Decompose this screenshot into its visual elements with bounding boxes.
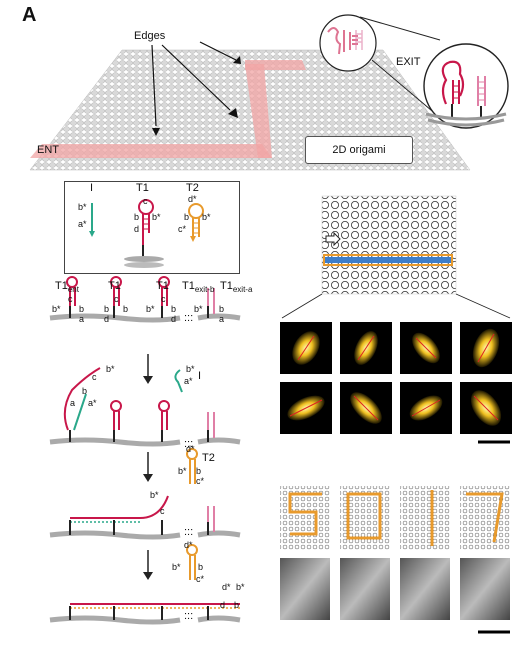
- legend-I-label-2: a*: [78, 219, 87, 229]
- row3-bstar-b: b*: [178, 466, 187, 476]
- row3-T2: T2: [202, 452, 215, 464]
- right-panels: [280, 195, 512, 634]
- origami-schematic: [29, 14, 509, 171]
- row4-dstar-2: d*: [222, 582, 231, 592]
- row1-c-1: c: [68, 294, 73, 304]
- row2-c: c: [92, 372, 97, 382]
- row2-bstar-free: b*: [186, 364, 195, 374]
- row4-surface: [49, 615, 241, 625]
- row2-bstar: b*: [106, 364, 115, 374]
- path-segment-bottom: [30, 144, 272, 158]
- row1-bstar-2: b*: [146, 304, 155, 314]
- exit-label: EXIT: [396, 56, 421, 68]
- row1-bstar-1: b*: [52, 304, 61, 314]
- t1-exit-b-label: T1exit-b: [182, 280, 215, 295]
- row3-c: c: [160, 506, 165, 516]
- legend-I-name: I: [90, 182, 94, 194]
- path-patterns: [280, 486, 510, 550]
- legend-T2-cstar: c*: [178, 224, 187, 234]
- fluorescence-images: [280, 322, 512, 434]
- row1-c-3: c: [161, 294, 166, 304]
- row1-d-1: d: [104, 314, 110, 324]
- origami-grid: [321, 195, 457, 295]
- strand-legend: [64, 181, 240, 274]
- row3-bstar: b*: [150, 490, 159, 500]
- row4-d: d: [220, 600, 226, 610]
- panel-letter: A: [22, 4, 37, 26]
- legend-T2-bstar: b*: [202, 212, 211, 222]
- row3-surface: [49, 530, 241, 540]
- edge-arrow-2: [161, 44, 231, 111]
- afm-images: [280, 558, 510, 620]
- legend-T1-b: b: [134, 212, 140, 222]
- row4-dstar: d*: [184, 540, 193, 550]
- edge-arrow-1: [151, 44, 157, 127]
- edge-arrow-3: [199, 41, 237, 61]
- row4-cstar: c*: [196, 574, 205, 584]
- t1-ent-label: T1ent: [55, 280, 79, 295]
- row1-c-2: c: [114, 294, 119, 304]
- row4-b: b: [198, 562, 204, 572]
- row3-ellipsis: :::: [184, 526, 194, 538]
- path-segment-top: [245, 60, 306, 70]
- entry-arrow-icon: [325, 231, 341, 247]
- row1-b-3: b: [123, 304, 129, 314]
- row2-surface: [49, 437, 241, 447]
- row4-bstar-2: b*: [236, 582, 245, 592]
- reaction-steps: [49, 276, 241, 625]
- t1-label-b: T1: [156, 280, 169, 292]
- ent-label: ENT: [37, 144, 59, 156]
- row2-b: b: [82, 386, 88, 396]
- origami-label: 2D origami: [305, 136, 413, 164]
- row2-I: I: [198, 370, 202, 382]
- row1-ellipsis: :::: [184, 312, 194, 324]
- row1-d-2: d: [171, 314, 177, 324]
- t1-exit-a-label: T1exit-a: [220, 280, 253, 295]
- row1-b-2: b: [104, 304, 110, 314]
- path-segment-vertical: [245, 64, 272, 158]
- legend-T1-d: d: [134, 224, 140, 234]
- row1-bstar-3: b*: [194, 304, 203, 314]
- row2-astar: a*: [88, 398, 97, 408]
- row1-a-2: a: [219, 314, 225, 324]
- blue-track: [324, 257, 452, 263]
- row1-b-1: b: [79, 304, 85, 314]
- row4-ellipsis: :::: [184, 610, 194, 622]
- legend-T1-bstar: b*: [152, 212, 161, 222]
- orange-track: [323, 254, 453, 266]
- row2-a: a: [70, 398, 76, 408]
- zoom-circle-small: [319, 14, 377, 72]
- row3-dstar: d*: [186, 444, 195, 454]
- row2-ellipsis: :::: [184, 438, 194, 450]
- row1-a-1: a: [79, 314, 85, 324]
- legend-T1-name: T1: [136, 182, 149, 194]
- edges-label: Edges: [134, 30, 166, 42]
- legend-drawing: [89, 199, 204, 268]
- row1-b-4: b: [171, 304, 177, 314]
- t1-label-a: T1: [108, 280, 121, 292]
- row1-b-5: b: [219, 304, 225, 314]
- row3-b: b: [196, 466, 202, 476]
- legend-T2-dstar: d*: [188, 194, 197, 204]
- legend-T2-name: T2: [186, 182, 199, 194]
- legend-I-label-1: b*: [78, 202, 87, 212]
- row4-bstar: b*: [172, 562, 181, 572]
- row3-cstar: c*: [196, 476, 205, 486]
- row4-b-2: b: [234, 600, 240, 610]
- row2-astar-free: a*: [184, 376, 193, 386]
- legend-T1-c: c: [143, 196, 148, 206]
- legend-T2-b: b: [184, 212, 190, 222]
